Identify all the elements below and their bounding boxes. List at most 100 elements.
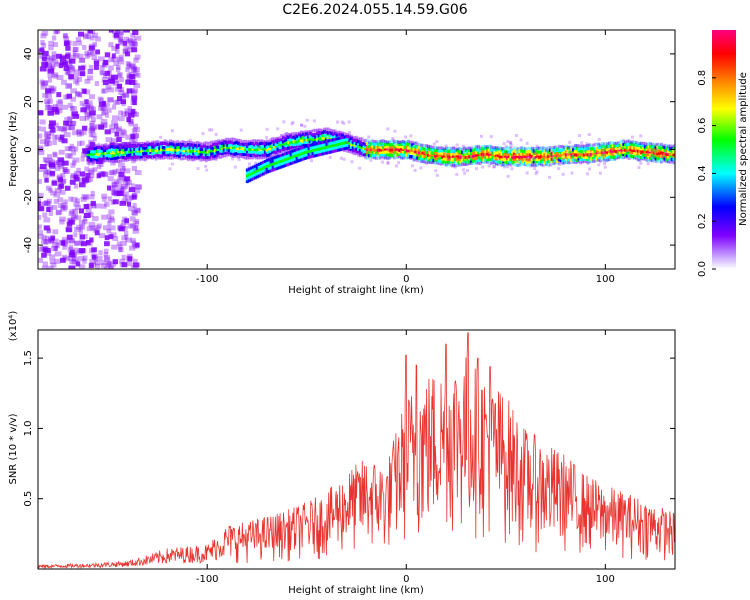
heatmap-cell [96, 158, 102, 164]
heatmap-cell [281, 135, 285, 139]
heatmap-cell [466, 162, 470, 166]
heatmap-cell [434, 158, 438, 162]
heatmap-cell [51, 54, 57, 60]
heatmap-cell [142, 148, 146, 152]
heatmap-cell [51, 51, 57, 57]
heatmap-cell [650, 159, 654, 163]
heatmap-cell [561, 145, 565, 149]
heatmap-cell [271, 159, 275, 163]
heatmap-cell [582, 153, 586, 157]
heatmap-cell [347, 120, 351, 124]
heatmap-cell [398, 140, 402, 145]
heatmap-cell [231, 143, 235, 148]
heatmap-cell [566, 145, 570, 149]
heatmap-cell [114, 143, 122, 149]
heatmap-cell [38, 167, 45, 173]
heatmap-cell [217, 151, 221, 155]
heatmap-cell [568, 150, 572, 154]
heatmap-cell [511, 155, 515, 159]
heatmap-cell [593, 142, 597, 146]
heatmap-cell [257, 145, 261, 149]
heatmap-cell [409, 154, 413, 159]
heatmap-cell [325, 151, 329, 155]
heatmap-cell [134, 142, 138, 146]
heatmap-cell [101, 260, 106, 266]
heatmap-cell [263, 140, 267, 144]
heatmap-cell [480, 160, 484, 164]
heatmap-cell [168, 149, 172, 153]
heatmap-cell [217, 147, 221, 151]
heatmap-cell [603, 162, 607, 166]
heatmap-cell [86, 33, 91, 39]
heatmap-cell [231, 154, 235, 159]
heatmap-cell [360, 141, 364, 146]
heatmap-cell [475, 159, 479, 163]
heatmap-cell [287, 151, 291, 155]
heatmap-cell [253, 146, 257, 150]
heatmap-cell [116, 128, 121, 134]
heatmap-cell [131, 150, 135, 154]
heatmap-cell [131, 144, 135, 148]
heatmap-cell [643, 153, 647, 158]
heatmap-cell [44, 130, 51, 136]
heatmap-cell [130, 63, 136, 69]
heatmap-cell [51, 242, 59, 248]
heatmap-cell [117, 176, 122, 182]
heatmap-cell [498, 152, 502, 156]
heatmap-cell [195, 145, 199, 149]
heatmap-cell [419, 147, 423, 151]
heatmap-cell [118, 54, 124, 60]
heatmap-cell [130, 88, 135, 94]
heatmap-cell [113, 189, 119, 195]
heatmap-cell [100, 105, 108, 111]
heatmap-cell [156, 153, 160, 158]
heatmap-cell [84, 177, 91, 183]
heatmap-cell [43, 157, 49, 163]
heatmap-cell [281, 164, 285, 168]
heatmap-cell [167, 140, 171, 145]
heatmap-cell [65, 120, 72, 126]
heatmap-cell [262, 147, 266, 152]
heatmap-cell [297, 138, 301, 142]
heatmap-cell [480, 145, 484, 149]
heatmap-cell [62, 167, 68, 173]
heatmap-cell [360, 146, 364, 150]
heatmap-cell [183, 147, 187, 151]
heatmap-cell [461, 158, 465, 162]
heatmap-cell [168, 144, 172, 148]
heatmap-cell [96, 255, 103, 261]
heatmap-cell [48, 159, 56, 165]
heatmap-cell [68, 74, 74, 80]
heatmap-cell [127, 38, 134, 44]
heatmap-cell [131, 128, 138, 134]
heatmap-cell [88, 127, 95, 133]
heatmap-cell [364, 149, 368, 153]
heatmap-cell [441, 160, 445, 164]
heatmap-cell [303, 153, 307, 158]
heatmap-cell [333, 135, 337, 139]
heatmap-cell [130, 108, 136, 114]
heatmap-cell [126, 117, 131, 123]
heatmap-cell [63, 94, 70, 100]
heatmap-cell [197, 143, 201, 147]
heatmap-cell [272, 142, 276, 146]
heatmap-cell [58, 203, 64, 209]
heatmap-cell [670, 150, 674, 154]
heatmap-cell [529, 164, 533, 168]
heatmap-cell [211, 143, 215, 147]
heatmap-cell [278, 149, 282, 153]
heatmap-cell [647, 152, 651, 156]
heatmap-cell [186, 151, 190, 155]
heatmap-cell [274, 137, 278, 141]
heatmap-cell [104, 257, 110, 263]
heatmap-cell [503, 154, 507, 158]
heatmap-cell [262, 141, 266, 146]
heatmap-cell [308, 152, 312, 156]
heatmap-cell [561, 159, 565, 163]
heatmap-cell [538, 150, 542, 154]
heatmap-cell [104, 52, 111, 58]
heatmap-cell [355, 138, 359, 142]
heatmap-cell [125, 79, 132, 85]
heatmap-cell [319, 152, 323, 156]
heatmap-cell [455, 159, 459, 163]
